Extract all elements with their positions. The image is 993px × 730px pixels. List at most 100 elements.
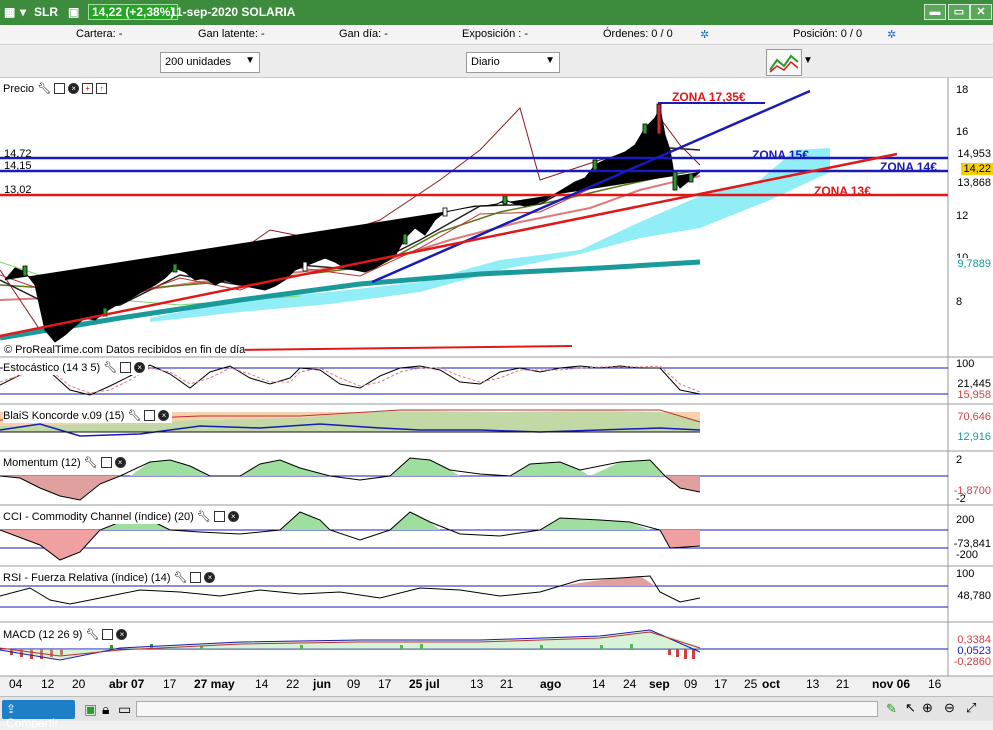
posicion-field: Posición: 0 / 0 [793,28,863,40]
horizontal-scrollbar[interactable] [136,701,878,717]
up-arrow-icon[interactable]: ↑ [96,83,108,94]
x-tick: 17 [163,677,177,691]
pane-koncorde-label: BlaiS Koncorde v.09 (15) 🔧︎ × [3,408,173,423]
window-icon[interactable] [100,457,112,468]
window-icon[interactable] [102,629,114,640]
units-select[interactable]: 200 unidades ▼ [160,52,260,73]
chevron-down-icon[interactable]: ▾ [20,5,27,19]
x-tick: 22 [286,677,300,691]
zoom-out-icon[interactable]: ⊖ [944,700,955,715]
koncorde-plot [0,409,701,437]
export-icon[interactable]: ▣ [84,701,98,717]
value-label: 70,646 [955,411,993,423]
zoom-in-icon[interactable]: ⊕ [922,700,933,715]
ordenes-gear-icon[interactable]: ✲ [700,29,710,41]
wrench-icon[interactable]: 🔧︎ [173,572,188,584]
window-icon[interactable] [190,572,202,583]
x-tick: nov 06 [872,677,911,691]
value-label: -73,841 [951,538,993,550]
gan-dia-field: Gan día: - [339,28,388,40]
close-icon[interactable]: × [68,83,80,94]
close-icon[interactable]: × [227,511,239,522]
pane-momentum-label: Momentum (12) 🔧︎ × [3,455,129,470]
value-label: -2 [956,493,966,505]
grid-icon[interactable]: ▦ [4,5,16,19]
posicion-gear-icon[interactable]: ✲ [887,29,897,41]
value-label: 9,7889 [955,258,993,270]
cursor-icon[interactable]: ↖ [905,700,916,715]
red-trendline[interactable] [0,152,898,338]
pane-estocastico-label: Estocástico (14 3 5) 🔧︎ × [3,360,149,375]
value-label: 21,445 [955,378,993,390]
plus-icon[interactable]: + [82,83,94,94]
share-icon: ⇪ [6,702,17,716]
pane-macd-label: MACD (12 26 9) 🔧︎ × [3,627,131,642]
chart-style-button[interactable] [766,49,802,76]
window-icon[interactable] [54,83,66,94]
close-icon[interactable]: × [114,457,126,468]
zona-14-label: ZONA 14€ [880,160,937,174]
x-tick: 14 [255,677,269,691]
minimize-button[interactable]: ▬ [924,4,946,20]
value-label: 0,3384 [955,634,993,646]
zona-13-label: ZONA 13€ [814,184,871,198]
value-label: 200 [956,514,975,526]
x-tick: 21 [500,677,514,691]
x-tick: 17 [378,677,392,691]
exposicion-field: Exposición : - [462,28,529,40]
wrench-icon[interactable]: 🔧︎ [127,410,142,422]
x-tick: 14 [592,677,606,691]
x-tick: sep [649,677,670,691]
close-icon[interactable]: × [158,410,170,421]
price-tick: 18 [956,84,969,96]
pane-cci-label: CCI - Commodity Channel (índice) (20) 🔧︎ × [3,509,242,524]
close-icon[interactable]: × [134,362,146,373]
window-icon[interactable] [120,362,132,373]
gan-latente-field: Gan latente: - [198,28,265,40]
window-titlebar: ▦ ▾ SLR ▣ 14,22 (+2,38%) 11-sep-2020 SOL… [0,0,993,25]
chart-canvas[interactable] [0,78,993,696]
lock-icon[interactable]: 🔒︎ [102,701,110,717]
value-label: 12,916 [955,431,993,443]
maximize-button[interactable]: ▭ [948,4,970,20]
wrench-icon[interactable]: 🔧︎ [85,629,100,641]
chevron-down-icon[interactable]: ▼ [803,55,813,66]
wrench-icon[interactable]: 🔧︎ [37,83,52,95]
window-icon[interactable] [213,511,225,522]
level-1472-label: 14,72 [4,148,32,160]
value-label: -0,2860 [951,656,993,668]
pane-momentum-title: Momentum (12) [3,456,81,469]
wrench-icon[interactable]: 🔧︎ [103,362,118,374]
x-tick: 13 [470,677,484,691]
chevron-down-icon: ▼ [545,55,555,66]
x-tick: 20 [72,677,86,691]
pane-precio-label: Precio 🔧︎ × + ↑ [3,81,111,96]
symbol-label[interactable]: SLR [34,5,58,19]
value-label: 2 [956,454,963,466]
close-button[interactable]: ✕ [970,4,992,20]
value-label: 48,780 [955,590,993,602]
zona-1735-label: ZONA 17,35€ [672,90,746,104]
rsi-plot [0,575,948,608]
fit-icon[interactable]: ⤢ [966,700,977,715]
x-tick: 27 may [194,677,235,691]
x-tick: 04 [9,677,23,691]
date-name-label: 11-sep-2020 SOLARIA [170,5,296,19]
window-icon[interactable] [144,410,156,421]
blue-trendline[interactable] [371,89,811,284]
value-label: 15,958 [955,389,993,401]
close-icon[interactable]: × [116,629,128,640]
cartera-field: Cartera: - [76,28,123,40]
window-icon[interactable]: ▣ [68,5,80,19]
close-icon[interactable]: × [204,572,216,583]
wrench-icon[interactable]: 🔧︎ [83,457,98,469]
pane-precio-title: Precio [3,82,35,95]
wrench-icon[interactable]: 🔧︎ [196,511,211,523]
period-select[interactable]: Diario ▼ [466,52,560,73]
screen-icon[interactable]: ▭ [118,701,132,717]
macd-plot [0,629,948,661]
settings-icon[interactable]: ✎ [886,701,897,716]
share-button[interactable]: ⇪ Compartir [2,700,75,730]
chart-style-icon [769,54,799,73]
watermark-text: © ProRealTime.com Datos recibidos en fin… [4,344,246,356]
